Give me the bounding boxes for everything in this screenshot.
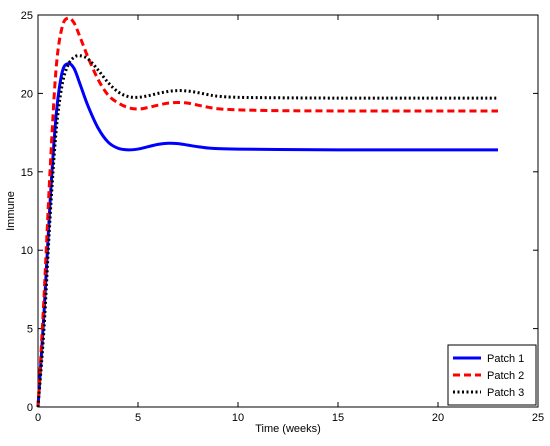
y-axis-label: Immune [5, 191, 17, 231]
x-tick-label: 20 [432, 412, 444, 424]
x-tick-label: 25 [532, 412, 544, 424]
y-tick-label: 10 [21, 245, 33, 257]
legend-label-3: Patch 3 [487, 387, 524, 399]
y-tick-label: 15 [21, 167, 33, 179]
x-tick-label: 15 [332, 412, 344, 424]
x-axis-label: Time (weeks) [255, 423, 321, 435]
x-tick-label: 5 [135, 412, 141, 424]
y-tick-label: 5 [27, 324, 33, 336]
x-tick-label: 0 [35, 412, 41, 424]
legend-label-2: Patch 2 [487, 370, 524, 382]
legend-box [447, 344, 537, 406]
axis-ticks: 0 5 10 15 20 25 0 5 10 15 20 25 [21, 10, 544, 424]
y-tick-label: 25 [21, 10, 33, 22]
y-tick-label: 0 [27, 402, 33, 414]
series-line-1 [36, 61, 498, 408]
y-tick-label: 20 [21, 88, 33, 100]
legend: Patch 1 Patch 2 Patch 3 [447, 344, 537, 406]
x-tick-label: 10 [232, 412, 244, 424]
legend-label-1: Patch 1 [487, 353, 524, 365]
plot-area [37, 14, 539, 408]
series-group [36, 16, 498, 408]
